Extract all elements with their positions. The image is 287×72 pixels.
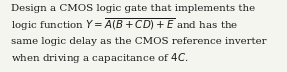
Text: Design a CMOS logic gate that implements the: Design a CMOS logic gate that implements… — [11, 4, 255, 13]
Text: same logic delay as the CMOS reference inverter: same logic delay as the CMOS reference i… — [11, 37, 266, 46]
Text: logic function $Y = \overline{A(B + CD) + E}$ and has the: logic function $Y = \overline{A(B + CD) … — [11, 17, 238, 33]
Text: when driving a capacitance of $4C$.: when driving a capacitance of $4C$. — [11, 51, 189, 65]
